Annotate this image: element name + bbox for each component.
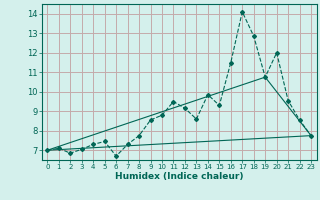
X-axis label: Humidex (Indice chaleur): Humidex (Indice chaleur): [115, 172, 244, 181]
